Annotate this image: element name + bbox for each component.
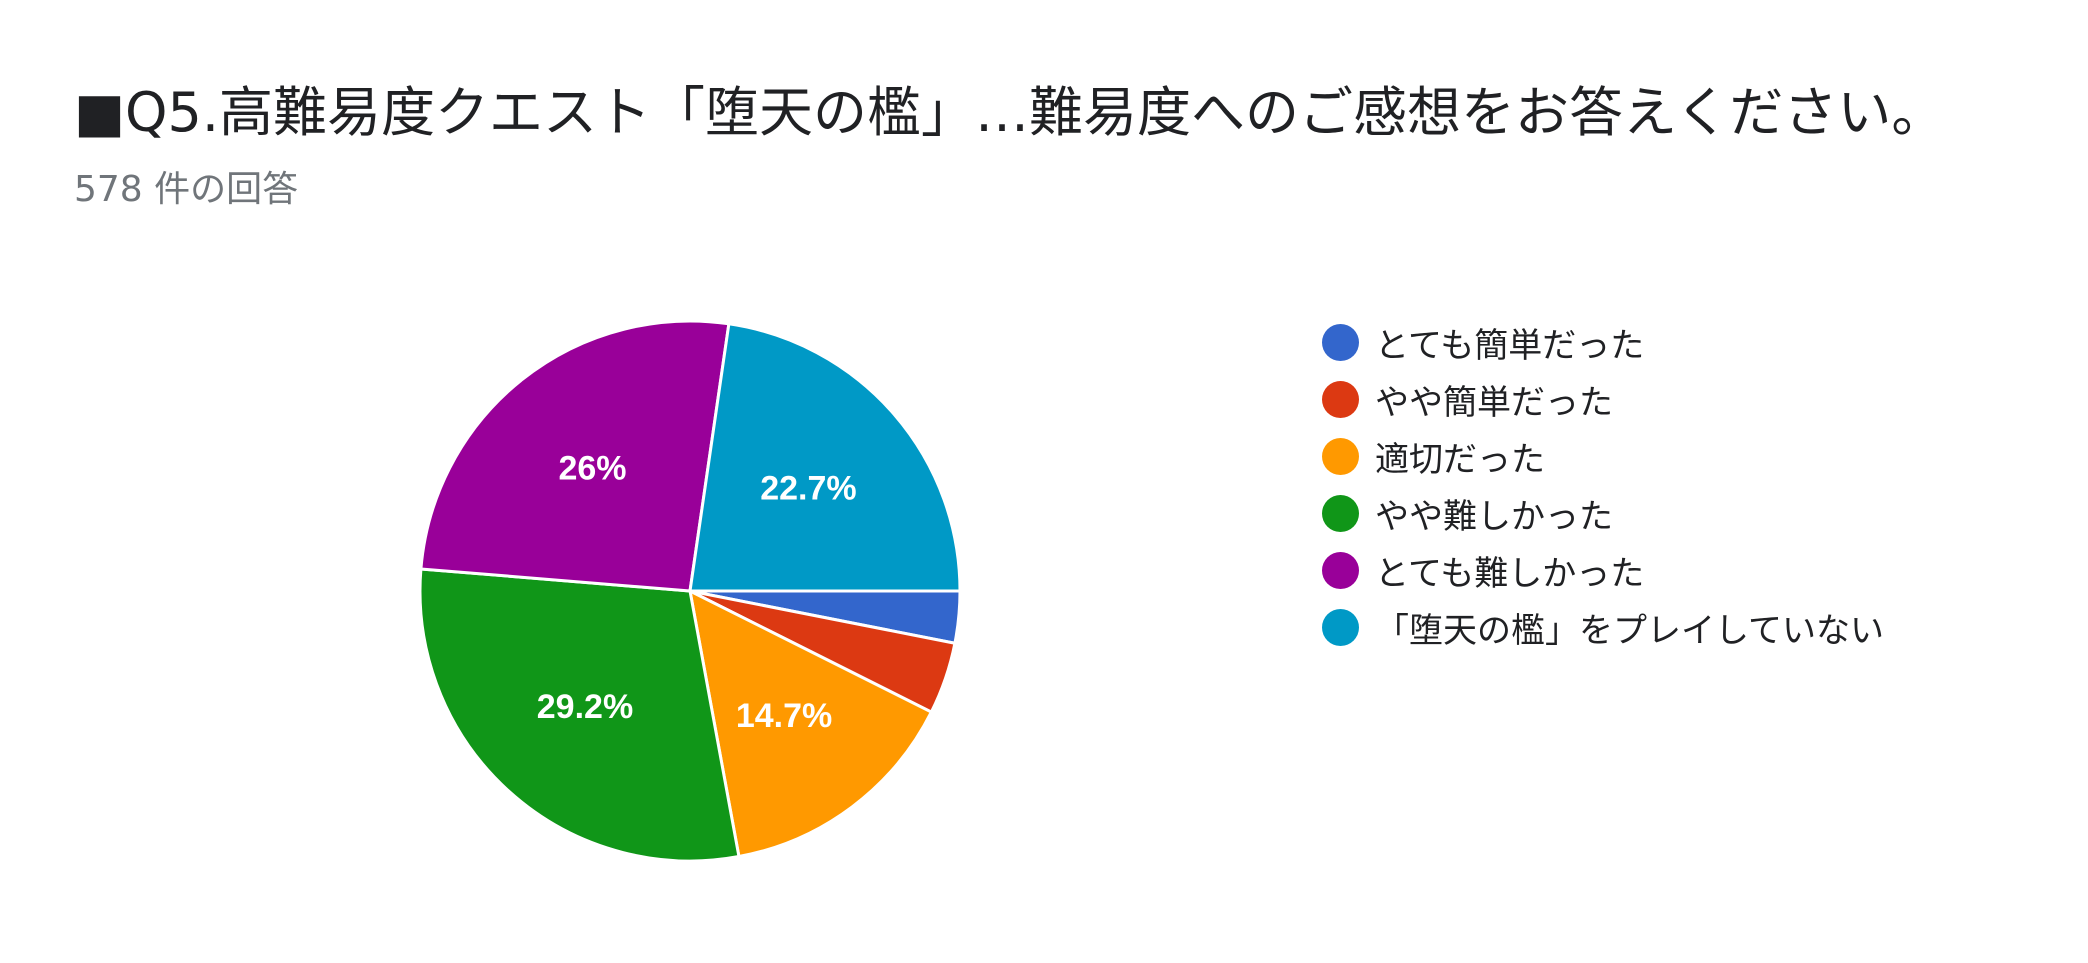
legend-label: やや難しかった	[1375, 497, 1613, 537]
legend-color-swatch	[1322, 438, 1359, 475]
legend-item-2[interactable]: やや簡単だった	[1322, 371, 1884, 428]
pie-slices	[418, 319, 962, 863]
legend-label: とても簡単だった	[1375, 326, 1645, 366]
legend-label: 「堕天の檻」をプレイしていない	[1375, 611, 1884, 651]
pie-slice-5[interactable]	[419, 319, 731, 593]
legend-item-4[interactable]: やや難しかった	[1322, 485, 1884, 542]
pie-slice-label-5: 26%	[558, 449, 626, 487]
chart-legend: とても簡単だった やや簡単だった 適切だったやや難しかった とても難しかった「堕天の檻…	[1322, 314, 1884, 656]
legend-item-1[interactable]: とても簡単だった	[1322, 314, 1884, 371]
legend-item-5[interactable]: とても難しかった	[1322, 542, 1884, 599]
legend-label: とても難しかった	[1375, 554, 1645, 594]
pie-slice-6[interactable]	[688, 322, 962, 593]
legend-label: 適切だった	[1375, 440, 1545, 480]
legend-label: やや簡単だった	[1375, 383, 1613, 423]
legend-color-swatch	[1322, 609, 1359, 646]
response-count: 578 件の回答	[74, 169, 299, 210]
pie-slice-4[interactable]	[418, 567, 741, 863]
pie-slice-label-3: 14.7%	[736, 697, 832, 735]
pie-slice-label-4: 29.2%	[537, 688, 633, 726]
legend-color-swatch	[1322, 495, 1359, 532]
legend-color-swatch	[1322, 552, 1359, 589]
pie-slice-3[interactable]	[688, 589, 933, 859]
pie-slice-labels: 14.7% 29.2% 26% 22.7%	[537, 449, 857, 735]
legend-item-3[interactable]: 適切だった	[1322, 428, 1884, 485]
pie-slice-label-6: 22.7%	[760, 470, 856, 508]
chart-title: ■Q5.高難易度クエスト「堕天の檻」…難易度へのご感想をお答えください。	[74, 81, 1946, 144]
legend-item-6[interactable]: 「堕天の檻」をプレイしていない	[1322, 599, 1884, 656]
legend-color-swatch	[1322, 324, 1359, 361]
legend-color-swatch	[1322, 381, 1359, 418]
